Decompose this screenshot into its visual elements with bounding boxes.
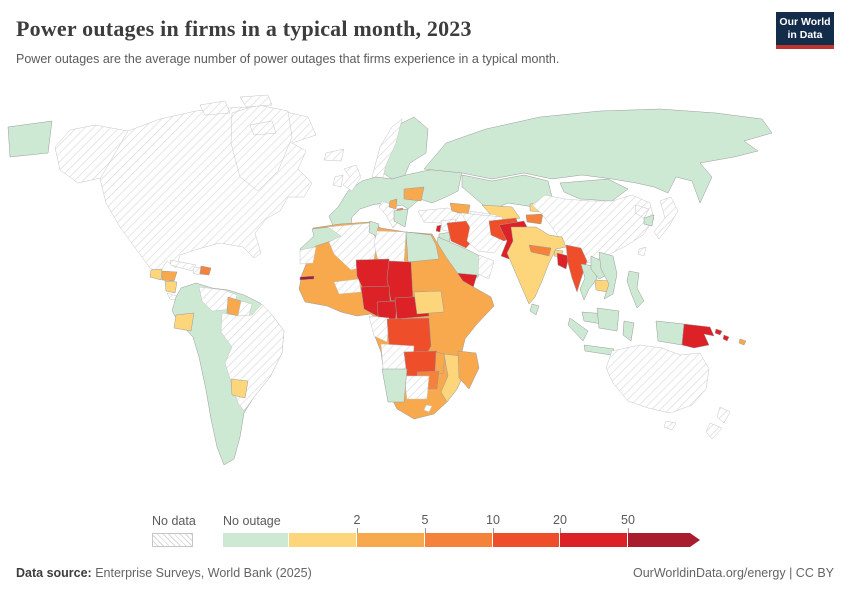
legend-segment-band5[interactable] — [560, 533, 628, 547]
country-egypt[interactable] — [405, 231, 440, 263]
country-philippines[interactable] — [626, 270, 645, 309]
legend-tick-10: 10 — [486, 513, 500, 527]
region-arctic-islands[interactable] — [199, 94, 277, 136]
country-chad[interactable] — [386, 260, 414, 302]
country-ecuador[interactable] — [173, 312, 195, 332]
country-paraguay[interactable] — [230, 378, 249, 399]
country-russia-chukotka-wrap[interactable] — [7, 120, 53, 158]
legend-tickmark — [560, 528, 561, 533]
country-india[interactable] — [506, 226, 567, 305]
footer-attribution-link[interactable]: OurWorldinData.org/energy | CC BY — [632, 566, 834, 580]
country-iceland[interactable] — [323, 148, 345, 162]
country-solomon-islands[interactable] — [714, 328, 730, 342]
country-honduras[interactable] — [161, 270, 178, 282]
country-japan[interactable] — [653, 196, 679, 240]
legend-tickmark — [493, 528, 494, 533]
country-libya[interactable] — [373, 230, 407, 265]
legend-segment-band2[interactable] — [357, 533, 425, 547]
country-mongolia[interactable] — [559, 178, 629, 202]
country-cuba[interactable] — [169, 259, 197, 272]
country-south-sudan[interactable] — [413, 290, 445, 315]
map-svg — [7, 94, 773, 466]
map-legend: No data No outage 2 5 10 20 50 — [0, 510, 850, 558]
country-sri-lanka[interactable] — [529, 303, 540, 316]
legend-tick-2: 2 — [353, 513, 361, 527]
legend-no-data-swatch[interactable] — [152, 533, 193, 547]
owid-logo-line1: Our World — [779, 16, 831, 29]
country-bangladesh[interactable] — [556, 252, 570, 270]
country-lesotho[interactable] — [423, 404, 433, 413]
country-oman[interactable] — [477, 254, 495, 280]
legend-tickmark — [425, 528, 426, 533]
legend-tickmark — [628, 528, 629, 533]
country-australia[interactable] — [605, 344, 710, 414]
data-source-text: Enterprise Surveys, World Bank (2025) — [91, 566, 312, 580]
legend-arrow-icon — [690, 533, 700, 547]
country-madagascar[interactable] — [457, 350, 480, 390]
country-nepal[interactable] — [528, 244, 552, 257]
legend-segment-band1[interactable] — [289, 533, 357, 547]
country-ireland[interactable] — [332, 174, 344, 188]
country-taiwan[interactable] — [637, 246, 647, 257]
country-china[interactable] — [531, 194, 655, 264]
header: Power outages in firms in a typical mont… — [0, 0, 850, 85]
country-russia[interactable] — [423, 108, 773, 204]
country-greece[interactable] — [393, 208, 409, 228]
legend-segment-band6[interactable] — [628, 533, 690, 547]
legend-segment-band3[interactable] — [425, 533, 493, 547]
legend-no-data-label: No data — [152, 514, 196, 528]
page-subtitle: Power outages are the average number of … — [16, 52, 560, 66]
owid-logo-line2: in Data — [787, 28, 823, 41]
legend-tick-50: 50 — [621, 513, 635, 527]
country-nicaragua[interactable] — [164, 280, 178, 294]
country-lebanon[interactable] — [435, 224, 442, 233]
country-papua-new-guinea[interactable] — [681, 323, 715, 349]
legend-tick-20: 20 — [553, 513, 567, 527]
legend-segment-no-outage[interactable] — [223, 533, 289, 547]
country-united-kingdom[interactable] — [342, 164, 362, 192]
region-west-papua[interactable] — [655, 320, 685, 346]
country-botswana[interactable] — [403, 375, 430, 400]
country-fiji[interactable] — [738, 338, 747, 346]
legend-no-outage-label: No outage — [223, 514, 281, 528]
legend-tick-5: 5 — [421, 513, 429, 527]
country-tajikistan[interactable] — [525, 213, 544, 225]
page-title: Power outages in firms in a typical mont… — [16, 16, 472, 41]
country-western-sahara[interactable] — [299, 246, 317, 265]
data-source-line: Data source: Enterprise Surveys, World B… — [16, 566, 312, 580]
country-haiti[interactable] — [192, 266, 202, 276]
country-myanmar[interactable] — [565, 244, 588, 293]
footer: Data source: Enterprise Surveys, World B… — [16, 566, 834, 580]
country-gambia[interactable] — [299, 275, 315, 281]
country-guatemala[interactable] — [149, 268, 163, 281]
owid-logo[interactable]: Our World in Data — [776, 12, 834, 49]
legend-tickmark — [357, 528, 358, 533]
country-namibia[interactable] — [381, 368, 408, 403]
legend-segment-band4[interactable] — [493, 533, 560, 547]
country-romania[interactable] — [403, 186, 425, 202]
region-gabon-congo[interactable] — [368, 315, 390, 343]
country-south-korea[interactable] — [643, 214, 655, 227]
data-source-label: Data source: — [16, 566, 92, 580]
country-bosnia[interactable] — [388, 198, 398, 210]
country-tasmania[interactable] — [663, 420, 677, 431]
country-malawi[interactable] — [434, 351, 446, 375]
country-vietnam[interactable] — [598, 251, 618, 300]
country-burkina-faso[interactable] — [333, 278, 362, 295]
country-greenland[interactable] — [230, 104, 293, 192]
country-new-zealand[interactable] — [705, 406, 731, 440]
country-dominican-republic[interactable] — [199, 265, 212, 276]
world-choropleth-map — [0, 85, 850, 510]
